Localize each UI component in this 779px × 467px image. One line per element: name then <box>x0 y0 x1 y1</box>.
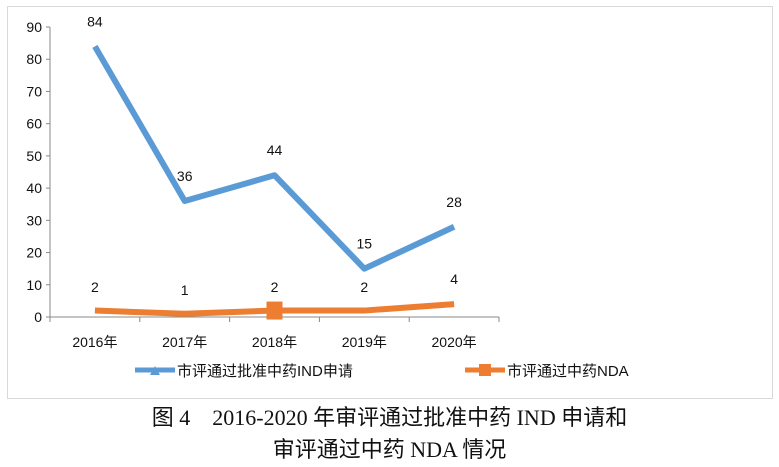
legend-square-marker <box>479 364 491 376</box>
data-label: 4 <box>450 271 458 287</box>
data-label: 15 <box>357 236 373 252</box>
caption-line-1: 图 4 2016-2020 年审评通过批准中药 IND 申请和 <box>151 405 628 430</box>
y-tick-label: 50 <box>26 148 42 164</box>
y-tick-label: 70 <box>26 83 42 99</box>
series-marker <box>266 301 283 320</box>
caption-line-2: 审评通过中药 NDA 情况 <box>272 437 507 462</box>
legend-triangle-marker <box>150 366 160 375</box>
y-tick-label: 0 <box>34 309 42 325</box>
y-tick-label: 10 <box>26 277 42 293</box>
x-tick-label: 2020年 <box>432 334 477 350</box>
y-tick-label: 60 <box>26 116 42 132</box>
y-tick-label: 90 <box>26 19 42 35</box>
data-label: 36 <box>177 168 193 184</box>
x-tick-label: 2018年 <box>252 334 297 350</box>
data-label: 1 <box>181 282 189 298</box>
y-tick-label: 80 <box>26 51 42 67</box>
x-tick-label: 2016年 <box>72 334 117 350</box>
y-tick-label: 20 <box>26 245 42 261</box>
x-tick-label: 2019年 <box>342 334 387 350</box>
legend-label-1: 市评通过中药NDA <box>507 363 629 380</box>
series-line-0 <box>92 44 456 272</box>
data-label: 84 <box>87 13 103 29</box>
y-tick-label: 30 <box>26 212 42 228</box>
data-label: 2 <box>91 279 99 295</box>
x-tick-label: 2017年 <box>162 334 207 350</box>
data-label: 2 <box>271 279 279 295</box>
y-tick-label: 40 <box>26 180 42 196</box>
line-chart: 0 10 20 30 40 50 60 70 80 90 2016年 2017年 2018年 2019年 2… <box>26 13 629 380</box>
data-label: 28 <box>446 194 462 210</box>
legend-label-0: 市评通过批准中药IND申请 <box>177 363 353 380</box>
data-label: 2 <box>360 279 368 295</box>
chart-frame <box>7 6 773 399</box>
data-label: 44 <box>267 142 283 158</box>
